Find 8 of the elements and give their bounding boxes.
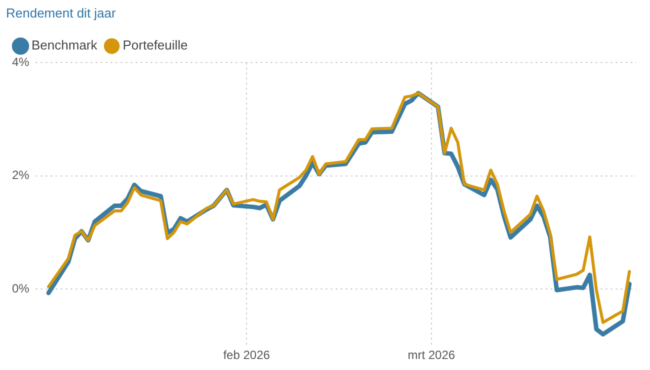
x-tick-label: feb 2026 [223, 348, 270, 362]
y-tick-label: 4% [12, 54, 30, 69]
y-tick-label: 0% [12, 281, 30, 296]
legend-label: Portefeuille [122, 38, 188, 53]
chart-title: Rendement dit jaar [6, 5, 117, 20]
y-tick-label: 2% [12, 168, 30, 182]
legend-label: Benchmark [32, 38, 98, 53]
x-tick-label: mrt 2026 [408, 348, 456, 362]
